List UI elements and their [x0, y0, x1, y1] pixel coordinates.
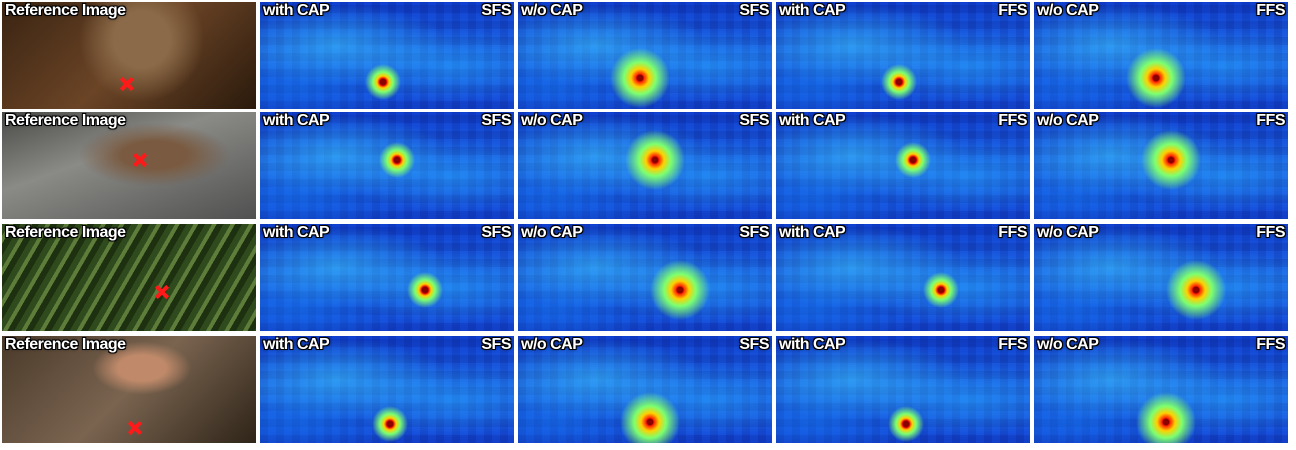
heatmap: with CAP SFS [260, 112, 514, 219]
cell-label: Reference Image [5, 2, 126, 20]
method-label: SFS [481, 112, 511, 130]
heatmap: with CAP FFS [776, 2, 1030, 109]
reference-image: Reference Image [2, 112, 256, 219]
cell-label: with CAP [779, 336, 845, 354]
reference-image: Reference Image [2, 224, 256, 331]
red-cross-marker [133, 153, 147, 167]
method-label: SFS [481, 224, 511, 242]
heatmap: w/o CAP SFS [518, 336, 772, 443]
method-label: FFS [1256, 224, 1285, 242]
heatmap: with CAP SFS [260, 224, 514, 331]
figure: Reference Imagewith CAPSFSw/o CAPSFSwith… [0, 0, 1296, 450]
heatmap: w/o CAP FFS [1034, 2, 1288, 109]
cell-label: w/o CAP [1037, 336, 1098, 354]
method-label: SFS [739, 224, 769, 242]
method-label: SFS [481, 2, 511, 20]
heatmap: w/o CAP FFS [1034, 336, 1288, 443]
method-label: SFS [739, 336, 769, 354]
heatmap: with CAP SFS [260, 2, 514, 109]
cell-label: w/o CAP [521, 112, 582, 130]
cell-label: with CAP [263, 112, 329, 130]
cell-label: with CAP [779, 224, 845, 242]
method-label: SFS [481, 336, 511, 354]
red-cross-marker [120, 77, 134, 91]
red-cross-marker [155, 285, 169, 299]
heatmap: w/o CAP FFS [1034, 224, 1288, 331]
heatmap: with CAP FFS [776, 336, 1030, 443]
cell-label: with CAP [779, 112, 845, 130]
cell-label: with CAP [263, 2, 329, 20]
cell-label: with CAP [263, 336, 329, 354]
method-label: SFS [739, 112, 769, 130]
cell-label: with CAP [779, 2, 845, 20]
cell-label: w/o CAP [521, 224, 582, 242]
heatmap: with CAP SFS [260, 336, 514, 443]
method-label: FFS [998, 112, 1027, 130]
cell-label: Reference Image [5, 112, 126, 130]
method-label: FFS [1256, 112, 1285, 130]
cell-label: w/o CAP [521, 336, 582, 354]
method-label: FFS [998, 2, 1027, 20]
heatmap: w/o CAP SFS [518, 224, 772, 331]
heatmap: w/o CAP FFS [1034, 112, 1288, 219]
cell-label: w/o CAP [1037, 224, 1098, 242]
reference-image: Reference Image [2, 336, 256, 443]
heatmap: with CAP FFS [776, 112, 1030, 219]
cell-label: w/o CAP [1037, 2, 1098, 20]
red-cross-marker [128, 421, 142, 435]
cell-label: with CAP [263, 224, 329, 242]
cell-label: Reference Image [5, 224, 126, 242]
method-label: FFS [1256, 2, 1285, 20]
method-label: FFS [1256, 336, 1285, 354]
method-label: SFS [739, 2, 769, 20]
method-label: FFS [998, 336, 1027, 354]
cell-label: w/o CAP [521, 2, 582, 20]
heatmap: w/o CAP SFS [518, 2, 772, 109]
cell-label: Reference Image [5, 336, 126, 354]
cell-label: w/o CAP [1037, 112, 1098, 130]
heatmap: with CAP FFS [776, 224, 1030, 331]
reference-image: Reference Image [2, 2, 256, 109]
method-label: FFS [998, 224, 1027, 242]
heatmap: w/o CAP SFS [518, 112, 772, 219]
